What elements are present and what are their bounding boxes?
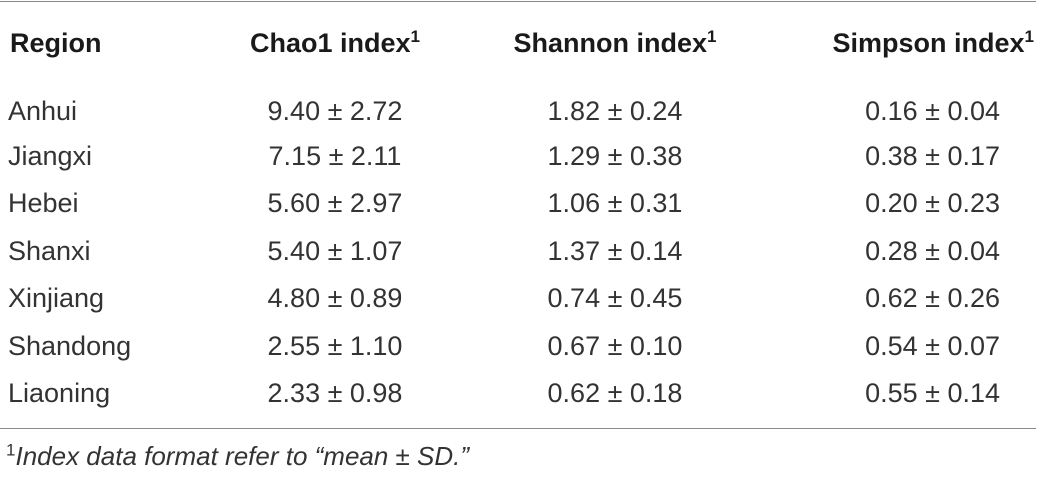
cell-chao1: 9.40 ± 2.72 <box>267 96 403 127</box>
cell-region: Liaoning <box>8 378 111 409</box>
table-header-row: Region Chao1 index1 Shannon index1 Simps… <box>0 2 1036 85</box>
cell-region: Xinjiang <box>8 283 105 314</box>
footnote-text: Index data format refer to “mean ± SD.” <box>15 440 470 471</box>
cell-chao1: 7.15 ± 2.11 <box>268 140 402 171</box>
cell-shannon: 0.67 ± 0.10 <box>547 330 683 361</box>
cell-chao1: 5.40 ± 1.07 <box>267 235 403 266</box>
header-shannon-sup: 1 <box>707 27 717 46</box>
cell-shannon: 0.62 ± 0.18 <box>547 378 683 409</box>
cell-simpson: 0.54 ± 0.07 <box>865 330 1000 361</box>
cell-shannon: 1.29 ± 0.38 <box>547 140 683 171</box>
cell-shannon: 1.37 ± 0.14 <box>547 235 683 266</box>
cell-simpson: 0.38 ± 0.17 <box>865 140 1000 171</box>
cell-simpson: 0.62 ± 0.26 <box>865 283 1000 314</box>
cell-shannon: 1.06 ± 0.31 <box>547 188 683 219</box>
header-shannon: Shannon index1 <box>513 27 717 58</box>
cell-simpson: 0.55 ± 0.14 <box>865 378 1000 409</box>
table-top-rule <box>0 1 1036 2</box>
table-row: Anhui 9.40 ± 2.72 1.82 ± 0.24 0.16 ± 0.0… <box>0 85 1036 133</box>
cell-simpson: 0.28 ± 0.04 <box>865 235 1000 266</box>
cell-simpson: 0.16 ± 0.04 <box>865 96 1000 127</box>
header-region: Region <box>10 28 102 58</box>
header-simpson: Simpson index1 <box>832 27 1034 58</box>
table-row: Liaoning 2.33 ± 0.98 0.62 ± 0.18 0.55 ± … <box>0 370 1036 418</box>
cell-region: Hebei <box>8 188 79 219</box>
header-simpson-sup: 1 <box>1024 27 1034 46</box>
table-row: Hebei 5.60 ± 2.97 1.06 ± 0.31 0.20 ± 0.2… <box>0 180 1036 228</box>
cell-chao1: 5.60 ± 2.97 <box>267 188 403 219</box>
cell-chao1: 2.33 ± 0.98 <box>267 378 403 409</box>
cell-region: Shanxi <box>8 235 91 266</box>
cell-region: Anhui <box>8 96 78 127</box>
diversity-index-table: Region Chao1 index1 Shannon index1 Simps… <box>0 2 1036 418</box>
table-row: Jiangxi 7.15 ± 2.11 1.29 ± 0.38 0.38 ± 0… <box>0 133 1036 181</box>
cell-simpson: 0.20 ± 0.23 <box>865 188 1000 219</box>
table-row: Shanxi 5.40 ± 1.07 1.37 ± 0.14 0.28 ± 0.… <box>0 228 1036 276</box>
table-row: Shandong 2.55 ± 1.10 0.67 ± 0.10 0.54 ± … <box>0 323 1036 371</box>
cell-region: Jiangxi <box>8 140 93 171</box>
cell-chao1: 2.55 ± 1.10 <box>267 330 403 361</box>
table-bottom-rule <box>0 427 1036 429</box>
header-chao1: Chao1 index1 <box>249 27 420 58</box>
diversity-table-container: Region Chao1 index1 Shannon index1 Simps… <box>0 1 1036 472</box>
header-chao1-sup: 1 <box>410 27 420 46</box>
cell-chao1: 4.80 ± 0.89 <box>267 283 403 314</box>
table-footnote: 1Index data format refer to “mean ± SD.” <box>0 441 1036 472</box>
cell-shannon: 0.74 ± 0.45 <box>547 283 683 314</box>
footnote-marker: 1 <box>6 439 16 459</box>
table-row: Xinjiang 4.80 ± 0.89 0.74 ± 0.45 0.62 ± … <box>0 275 1036 323</box>
cell-region: Shandong <box>8 330 132 361</box>
cell-shannon: 1.82 ± 0.24 <box>547 96 683 127</box>
